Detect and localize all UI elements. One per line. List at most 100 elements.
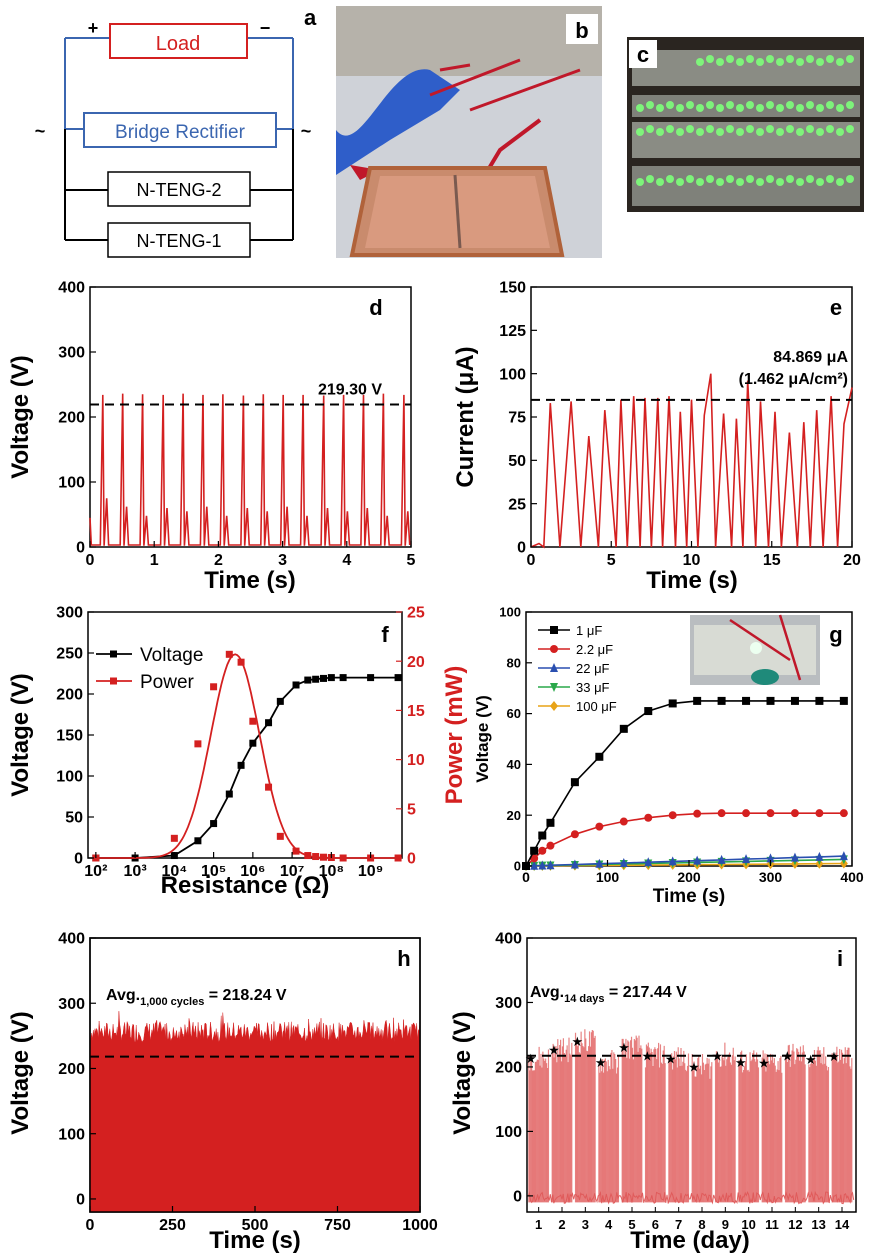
led (796, 104, 804, 112)
data-point (530, 860, 539, 870)
ac-right: ~ (301, 121, 312, 141)
data-point (790, 809, 799, 818)
y-axis-label: Voltage (V) (7, 355, 34, 479)
x-tick-label: 8 (698, 1217, 705, 1232)
data-point (815, 696, 824, 705)
data-point (742, 696, 751, 705)
y-tick-label: 10 (407, 752, 425, 769)
led (716, 104, 724, 112)
x-tick-label: 3 (278, 552, 287, 569)
legend-marker-power (110, 677, 117, 685)
voltage-point (225, 790, 233, 798)
panel-letter: h (397, 946, 410, 971)
voltage-point (194, 837, 202, 845)
data-point (742, 809, 751, 818)
x-tick-label: 7 (675, 1217, 682, 1232)
teng1-box (107, 222, 251, 258)
y-tick-label: 100 (56, 769, 83, 786)
inset-cap (751, 669, 779, 685)
y-axis-label: Voltage (V) (449, 1011, 476, 1135)
panel-letter: f (381, 622, 389, 647)
daily-average-marker: ★ (642, 1048, 654, 1063)
daily-average-marker: ★ (758, 1055, 770, 1070)
reference-annotation-density: (1.462 μA/cm²) (739, 371, 848, 388)
x-tick-label: 10⁷ (280, 863, 304, 880)
data-point (546, 818, 555, 827)
x-tick-label: 2 (558, 1217, 565, 1232)
data-point (790, 696, 799, 705)
panel-letter: d (369, 295, 382, 320)
y-tick-label: 250 (56, 646, 83, 663)
x-axis-label: Time (s) (204, 567, 296, 594)
led (836, 58, 844, 66)
y-tick-label: 0 (514, 859, 521, 874)
y-tick-label: 50 (508, 453, 526, 470)
led (686, 125, 694, 133)
x-tick-label: 10 (741, 1217, 755, 1232)
data-point (668, 856, 677, 866)
led (696, 58, 704, 66)
data-point (619, 817, 628, 826)
x-tick-label: 400 (840, 869, 864, 885)
y-tick-label: 0 (513, 1188, 522, 1205)
led (726, 175, 734, 183)
led (716, 58, 724, 66)
led (776, 58, 784, 66)
daily-average-marker: ★ (712, 1048, 724, 1063)
data-point (766, 809, 775, 818)
x-tick-label: 5 (607, 552, 616, 569)
led (726, 55, 734, 63)
legend-label-voltage: Voltage (140, 645, 203, 666)
led (696, 104, 704, 112)
data-point (815, 851, 824, 861)
power-point (265, 783, 273, 791)
daily-average-marker: ★ (548, 1043, 560, 1058)
data-point (619, 724, 628, 733)
series-line (525, 700, 844, 867)
led (716, 128, 724, 136)
panel-f-resistance-chart: 0 50 100 150 200 250 300 0 5 10 15 20 25 10² 10³ 10⁴ 10⁵… (7, 605, 468, 899)
y-tick-label: 400 (58, 280, 85, 297)
y-tick-label: 300 (495, 995, 522, 1012)
y-tick-label: 200 (58, 1061, 85, 1078)
led (646, 125, 654, 133)
data-point (546, 841, 555, 850)
y-tick-label: 50 (65, 810, 83, 827)
data-point (530, 854, 539, 863)
x-tick-label: 300 (759, 869, 783, 885)
led (736, 128, 744, 136)
led (766, 125, 774, 133)
y-tick-label: 25 (407, 605, 425, 622)
series-line (525, 855, 844, 867)
inset-wires (729, 614, 802, 681)
led (806, 125, 814, 133)
y-tick-label: 60 (507, 706, 521, 721)
data-point (538, 831, 547, 840)
legend-label: 1 μF (576, 623, 602, 638)
data-point (644, 813, 653, 822)
led (786, 125, 794, 133)
y-tick-label: 25 (508, 496, 526, 513)
data-point (550, 663, 558, 672)
x-tick-label: 10⁹ (358, 863, 383, 880)
led (706, 55, 714, 63)
data-point (550, 626, 558, 634)
y-tick-label: 100 (58, 1126, 85, 1143)
power-point (225, 650, 233, 658)
daily-average-marker: ★ (805, 1052, 817, 1067)
voltage-point (312, 675, 320, 683)
led (736, 104, 744, 112)
panel-a-circuit: Load Bridge Rectifier N-TENG-2 N-TENG-1 … (35, 5, 317, 258)
panel-e-current-chart: 84.869 μA (1.462 μA/cm²) 0 25 50 75 100 125 150 0… (452, 280, 861, 594)
legend-label: 22 μF (576, 661, 610, 676)
led (846, 101, 854, 109)
data-point (742, 854, 751, 864)
minus-sign: − (260, 18, 271, 38)
led (646, 101, 654, 109)
data-point (766, 696, 775, 705)
x-tick-label: 4 (342, 552, 351, 569)
load-box (109, 23, 248, 59)
data-point (668, 811, 677, 820)
y-tick-label: 200 (56, 687, 83, 704)
